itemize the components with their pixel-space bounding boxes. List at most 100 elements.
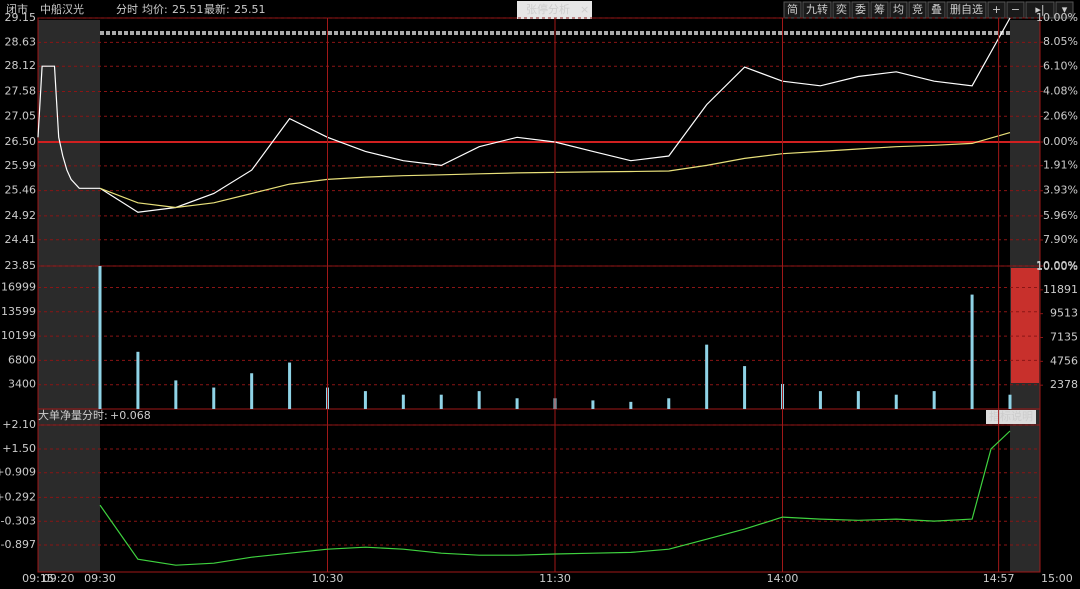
volume-bar xyxy=(970,294,974,409)
toolbar-label[interactable]: 简 xyxy=(787,2,798,16)
y-tick-label: 10199 xyxy=(1,329,36,342)
toolbar-button[interactable] xyxy=(927,1,946,19)
avg-label: 均价: xyxy=(142,3,168,16)
y2-tick-label: 6.10% xyxy=(1043,59,1078,72)
toolbar-label[interactable]: ▾ xyxy=(1062,3,1068,16)
tab-title[interactable]: 张停分析 xyxy=(526,2,570,16)
toolbar-button[interactable] xyxy=(783,1,802,19)
volume-bar xyxy=(932,391,936,409)
y-tick-label: 13599 xyxy=(1,305,36,318)
y2-tick-label: 2.06% xyxy=(1043,109,1078,122)
y-tick-label: 27.58 xyxy=(5,84,37,97)
line xyxy=(37,65,100,189)
toolbar-label[interactable]: 奕 xyxy=(836,2,847,16)
toolbar-label[interactable]: ▸| xyxy=(1035,3,1044,16)
volume-bar xyxy=(136,351,140,409)
volume-bar xyxy=(667,398,671,409)
indicator-title: 大单净量分时: xyxy=(38,408,108,422)
y-tick-label: 26.50 xyxy=(5,135,37,148)
x-tick-label: 15:00 xyxy=(1041,572,1073,585)
y2-tick-label: 0.00% xyxy=(1043,135,1078,148)
toolbar-button[interactable] xyxy=(946,1,987,19)
y2-tick-label: 2378 xyxy=(1050,378,1078,391)
y2-tick-label: 10.00% xyxy=(1036,11,1078,24)
last-value: 25.51 xyxy=(234,3,266,16)
y-tick-label: 28.63 xyxy=(5,35,37,48)
volume-bar xyxy=(250,373,254,409)
y-tick-label: 3400 xyxy=(8,378,36,391)
volume-bar xyxy=(743,366,747,409)
x-tick-label: 14:57 xyxy=(983,572,1015,585)
y-tick-label: 23.85 xyxy=(5,259,37,272)
toolbar-label[interactable]: 委 xyxy=(855,3,866,16)
y-tick-label: +0.292 xyxy=(0,490,36,503)
toolbar-label[interactable]: 竞 xyxy=(912,2,923,16)
volume-bar xyxy=(98,266,102,409)
toolbar-label[interactable]: 删自选 xyxy=(950,3,983,16)
toolbar-button[interactable] xyxy=(832,1,851,19)
volume-bar xyxy=(818,391,822,409)
toolbar-button[interactable] xyxy=(987,1,1006,19)
toolbar-button[interactable] xyxy=(802,1,832,19)
volume-bar xyxy=(401,394,405,409)
indicator-latest: +0.068 xyxy=(110,409,151,422)
y-tick-label: 28.12 xyxy=(5,59,37,72)
toolbar-label[interactable]: + xyxy=(992,3,1001,16)
toolbar-label[interactable]: − xyxy=(1011,3,1020,16)
closing-auction-stripe xyxy=(1011,268,1039,383)
y2-tick-label: 9513 xyxy=(1050,307,1078,320)
y-tick-label: -0.303 xyxy=(1,514,36,527)
y2-tick-label: 5.96% xyxy=(1043,209,1078,222)
tab[interactable] xyxy=(517,1,592,19)
toolbar-button[interactable] xyxy=(1055,1,1074,19)
volume-bar xyxy=(174,380,178,409)
avg-value: 25.51 xyxy=(172,3,204,16)
y2-tick-label: 11891 xyxy=(1043,283,1078,296)
y-tick-label: 24.41 xyxy=(5,233,37,246)
y-tick-label: 25.46 xyxy=(5,184,37,197)
toolbar-label[interactable]: 筹 xyxy=(874,2,885,16)
indicator-help-label[interactable]: 指标说明 xyxy=(989,409,1033,423)
tab-close[interactable]: × xyxy=(580,3,589,16)
stock-name: 中船汉光 xyxy=(40,2,84,16)
volume-bar xyxy=(1008,394,1012,409)
toolbar-button[interactable] xyxy=(908,1,927,19)
x-tick-label: 11:30 xyxy=(539,572,571,585)
x-tick-label: 10:30 xyxy=(312,572,344,585)
y-tick-label: +0.909 xyxy=(0,466,36,479)
pre-market-area xyxy=(38,20,100,572)
y2-tick-label: 7.90% xyxy=(1043,233,1078,246)
volume-bar xyxy=(363,391,367,409)
y-tick-label: 6800 xyxy=(8,353,36,366)
line xyxy=(99,430,1011,566)
x-tick-label: 09:15 xyxy=(22,572,54,585)
toolbar-button[interactable] xyxy=(1006,1,1025,19)
volume-bar xyxy=(212,387,216,409)
volume-bar xyxy=(288,362,292,409)
toolbar-label[interactable]: 均 xyxy=(893,3,904,16)
volume-bar xyxy=(439,394,443,409)
volume-bar xyxy=(894,394,898,409)
volume-bar xyxy=(591,400,595,409)
last-label: 最新: xyxy=(204,2,230,16)
toolbar-label[interactable]: 九转 xyxy=(806,2,828,16)
x-tick-label: 09:20 xyxy=(43,572,75,585)
y-tick-label: 25.99 xyxy=(5,159,37,172)
y-tick-label: 16999 xyxy=(1,280,36,293)
y-tick-label: +1.50 xyxy=(2,442,36,455)
y2-tick-label: 4756 xyxy=(1050,354,1078,367)
y-tick-label: 27.05 xyxy=(5,109,37,122)
y2-tick-label: 7135 xyxy=(1050,331,1078,344)
y-tick-label: 29.15 xyxy=(5,11,37,24)
toolbar-label[interactable]: 叠 xyxy=(931,3,942,16)
volume-bar xyxy=(477,391,481,409)
y-tick-label: 24.92 xyxy=(5,209,37,222)
y-tick-label: -0.897 xyxy=(1,538,36,551)
y2-tick-label: 10.00% xyxy=(1036,259,1078,272)
mode: 分时 xyxy=(116,3,138,16)
volume-bar xyxy=(705,344,709,409)
y2-tick-label: 4.08% xyxy=(1043,84,1078,97)
x-tick-label: 09:30 xyxy=(84,572,116,585)
